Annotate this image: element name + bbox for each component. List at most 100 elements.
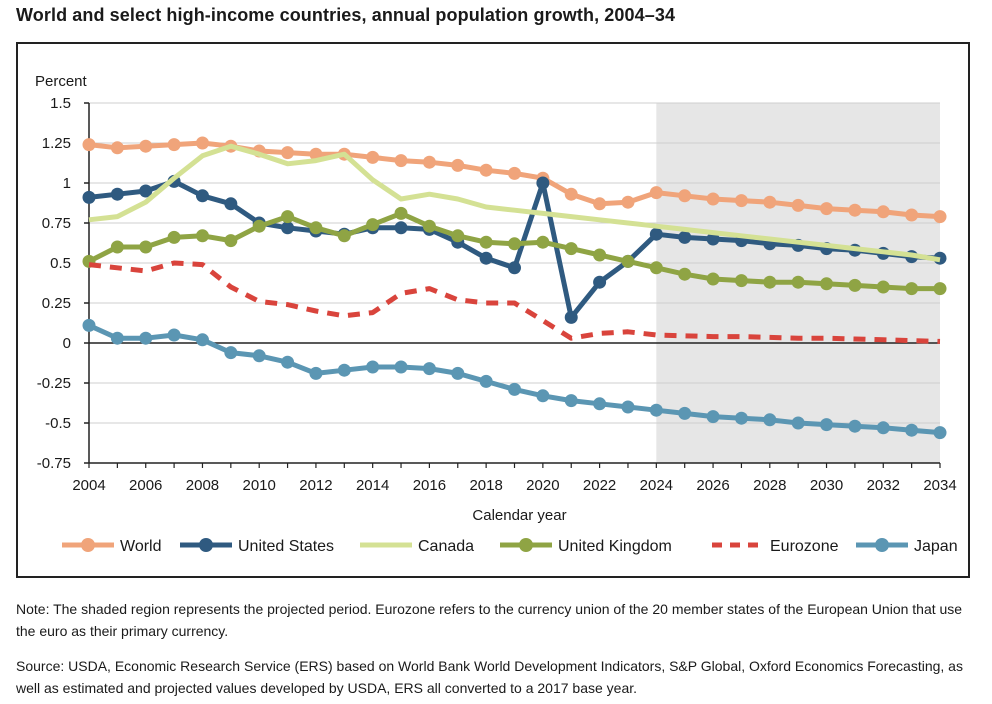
data-point-world: [791, 198, 805, 212]
data-point-japan: [621, 400, 635, 414]
data-point-united-kingdom: [195, 229, 209, 243]
data-point-japan: [791, 416, 805, 430]
data-point-world: [734, 194, 748, 208]
legend-label-eurozone: Eurozone: [770, 538, 839, 555]
y-tick-label: -0.5: [45, 415, 71, 432]
x-tick-label: 2022: [583, 477, 616, 494]
data-point-united-kingdom: [281, 210, 295, 224]
data-point-united-kingdom: [706, 272, 720, 286]
y-tick-label: -0.75: [37, 455, 71, 472]
data-point-united-kingdom: [649, 261, 663, 275]
chart-frame: [16, 42, 970, 578]
data-point-world: [508, 166, 521, 180]
data-point-world: [706, 192, 720, 206]
data-point-world: [876, 205, 890, 219]
x-tick-label: 2012: [299, 477, 332, 494]
data-point-united-kingdom: [621, 254, 635, 268]
data-point-japan: [451, 366, 465, 380]
data-point-japan: [195, 333, 209, 347]
data-point-japan: [252, 349, 266, 363]
series-line-canada: [88, 143, 941, 263]
data-point-united-states: [564, 310, 578, 324]
data-point-japan: [394, 360, 408, 374]
data-point-japan: [876, 421, 890, 435]
x-tick-label: 2028: [753, 477, 786, 494]
data-point-japan: [678, 406, 692, 420]
data-point-united-kingdom: [366, 218, 380, 232]
x-tick-label: 2020: [526, 477, 559, 494]
data-point-world: [649, 186, 663, 200]
legend-marker-united-states: [199, 538, 213, 552]
legend-label-united-states: United States: [238, 538, 334, 555]
legend-label-world: World: [120, 538, 162, 555]
data-point-united-kingdom: [876, 280, 890, 294]
data-point-world: [593, 197, 607, 211]
data-point-united-states: [678, 230, 692, 244]
data-point-japan: [167, 328, 181, 342]
y-tick-label: 1: [63, 175, 71, 192]
data-point-united-kingdom: [224, 234, 238, 248]
data-point-united-states: [139, 184, 153, 198]
data-point-japan: [422, 362, 436, 376]
data-point-united-kingdom: [252, 219, 266, 233]
x-tick-label: 2018: [469, 477, 502, 494]
legend-marker-japan: [875, 538, 889, 552]
series-line-eurozone: [88, 260, 941, 344]
data-point-world: [451, 158, 465, 172]
chart-note: Note: The shaded region represents the p…: [16, 601, 963, 639]
data-point-united-kingdom: [394, 206, 408, 220]
data-point-united-kingdom: [508, 237, 521, 251]
chart-source: Source: USDA, Economic Research Service …: [16, 658, 963, 696]
data-point-united-kingdom: [536, 235, 550, 249]
data-point-united-states: [224, 197, 238, 211]
data-point-united-kingdom: [734, 274, 748, 288]
x-tick-label: 2026: [696, 477, 729, 494]
data-point-world: [564, 187, 578, 201]
y-tick-label: 1.25: [42, 135, 71, 152]
data-point-united-states: [479, 251, 493, 265]
data-point-world: [366, 150, 380, 164]
data-point-japan: [536, 389, 550, 403]
data-point-united-kingdom: [848, 278, 862, 292]
x-tick-label: 2016: [413, 477, 446, 494]
data-point-united-states: [536, 176, 550, 190]
data-point-japan: [933, 426, 947, 440]
data-point-japan: [479, 374, 493, 388]
y-tick-label: 0: [63, 335, 71, 352]
data-point-japan: [309, 366, 323, 380]
y-tick-label: 0.25: [42, 295, 71, 312]
data-point-united-kingdom: [933, 282, 947, 296]
legend-label-canada: Canada: [418, 538, 474, 555]
data-point-japan: [337, 363, 351, 377]
data-point-world: [820, 202, 834, 216]
data-point-united-kingdom: [564, 242, 578, 256]
data-point-world: [621, 195, 635, 209]
data-point-world: [139, 139, 153, 153]
data-point-japan: [734, 411, 748, 425]
data-point-japan: [224, 346, 238, 360]
data-point-japan: [281, 355, 295, 369]
data-point-united-states: [281, 221, 295, 235]
y-tick-label: 0.75: [42, 215, 71, 232]
data-point-united-kingdom: [309, 221, 323, 235]
data-point-united-kingdom: [167, 230, 181, 244]
data-point-world: [479, 163, 493, 177]
data-point-japan: [508, 382, 521, 396]
data-point-japan: [139, 331, 153, 345]
data-point-world: [110, 141, 124, 155]
data-point-united-states: [593, 275, 607, 289]
data-point-world: [905, 208, 919, 222]
data-point-united-kingdom: [820, 277, 834, 291]
data-point-united-states: [82, 190, 96, 204]
y-tick-label: -0.25: [37, 375, 71, 392]
y-axis-label: Percent: [35, 73, 88, 90]
y-tick-label: 1.5: [50, 95, 71, 112]
data-point-united-kingdom: [905, 282, 919, 296]
data-point-japan: [763, 413, 777, 427]
data-point-japan: [593, 397, 607, 411]
chart-title: World and select high-income countries, …: [16, 5, 676, 25]
x-axis-label: Calendar year: [472, 507, 566, 524]
x-tick-label: 2006: [129, 477, 162, 494]
data-point-world: [195, 136, 209, 150]
x-tick-label: 2008: [186, 477, 219, 494]
